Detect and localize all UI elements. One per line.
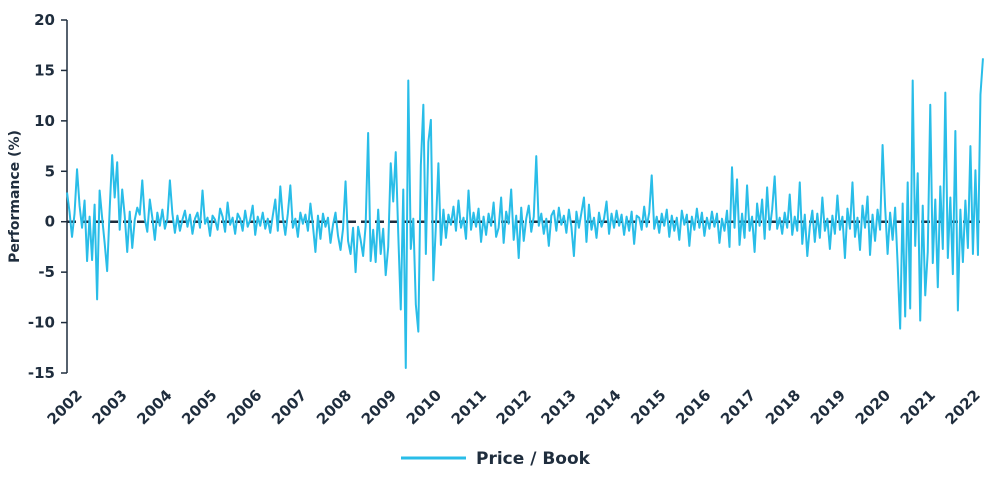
x-tick-label: 2019 bbox=[807, 386, 849, 428]
y-tick-label: 0 bbox=[45, 213, 55, 231]
y-tick-label: -10 bbox=[28, 314, 55, 332]
series-line-price-book bbox=[66, 58, 984, 369]
x-tick-label: 2013 bbox=[537, 386, 579, 428]
x-tick-label: 2009 bbox=[358, 386, 400, 428]
x-tick-label: 2007 bbox=[268, 386, 310, 428]
x-tick-label: 2018 bbox=[762, 386, 804, 428]
y-tick-label: 15 bbox=[34, 61, 55, 79]
x-tick-label: 2004 bbox=[133, 386, 175, 428]
x-tick-label: 2012 bbox=[493, 386, 535, 428]
x-tick-label: 2017 bbox=[717, 386, 759, 428]
x-tick-label: 2006 bbox=[223, 386, 265, 428]
y-axis-ticks: -15 -10 -5 0 5 10 15 20 bbox=[28, 11, 67, 382]
y-axis-title: Performance (%) bbox=[7, 130, 23, 263]
y-tick-label: 10 bbox=[34, 112, 55, 130]
x-tick-label: 2016 bbox=[672, 386, 714, 428]
y-tick-label: -5 bbox=[38, 263, 55, 281]
x-tick-label: 2021 bbox=[897, 386, 939, 428]
x-tick-label: 2020 bbox=[852, 386, 894, 428]
x-tick-label: 2022 bbox=[942, 386, 984, 428]
y-tick-label: -15 bbox=[28, 364, 55, 382]
x-tick-label: 2005 bbox=[178, 386, 220, 428]
x-tick-label: 2002 bbox=[44, 386, 86, 428]
x-tick-label: 2003 bbox=[88, 386, 130, 428]
x-tick-label: 2008 bbox=[313, 386, 355, 428]
y-tick-label: 5 bbox=[45, 162, 55, 180]
x-tick-label: 2014 bbox=[582, 386, 624, 428]
y-tick-label: 20 bbox=[34, 11, 55, 29]
x-tick-label: 2010 bbox=[403, 386, 445, 428]
x-tick-label: 2015 bbox=[627, 386, 669, 428]
legend-label: Price / Book bbox=[476, 449, 591, 469]
x-axis-ticks: 2002 2003 2004 2005 2006 2007 2008 2009 2010 2011… bbox=[44, 386, 984, 428]
x-tick-label: 2011 bbox=[448, 386, 490, 428]
